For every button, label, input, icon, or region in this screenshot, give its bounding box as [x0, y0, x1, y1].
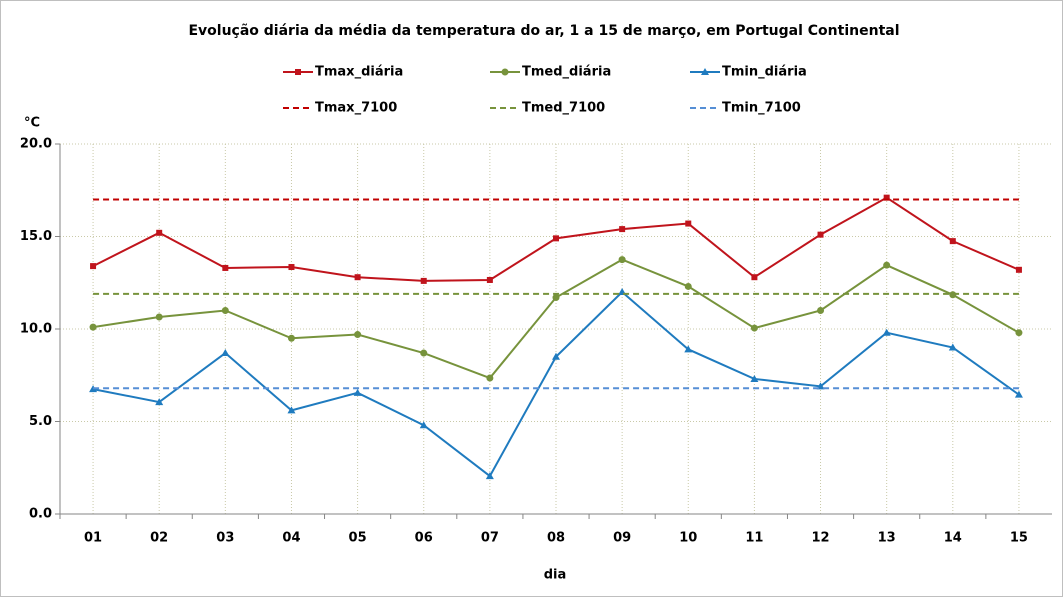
marker — [685, 220, 692, 227]
y-tick-label: 10.0 — [20, 322, 52, 337]
legend-label: Tmax_7100 — [315, 101, 397, 116]
marker — [684, 282, 692, 290]
x-tick-label: 06 — [415, 531, 433, 546]
marker — [155, 398, 164, 406]
x-tick-label: 08 — [547, 531, 565, 546]
marker — [221, 307, 229, 314]
marker — [419, 421, 428, 429]
marker — [221, 349, 230, 357]
marker — [222, 264, 229, 271]
marker — [288, 264, 295, 271]
x-tick-label: 11 — [745, 531, 763, 546]
y-tick-label: 15.0 — [20, 229, 52, 244]
marker — [883, 194, 890, 201]
marker — [155, 313, 163, 321]
marker — [1015, 329, 1023, 337]
y-tick-label: 20.0 — [20, 137, 52, 152]
marker — [817, 307, 825, 314]
legend-label: Tmed_7100 — [522, 101, 605, 116]
marker — [750, 324, 758, 332]
marker — [552, 352, 560, 360]
x-tick-label: 07 — [481, 531, 499, 546]
x-tick-label: 10 — [679, 531, 697, 546]
marker — [552, 294, 560, 302]
x-axis-label: dia — [544, 568, 567, 583]
marker — [1015, 266, 1022, 273]
marker — [486, 276, 493, 283]
legend-label: Tmed_diária — [522, 65, 611, 80]
marker — [882, 328, 891, 336]
x-tick-label: 03 — [216, 531, 234, 546]
x-tick-label: 09 — [613, 531, 631, 546]
marker — [684, 345, 693, 353]
x-tick-label: 13 — [878, 531, 896, 546]
x-tick-label: 15 — [1010, 531, 1028, 546]
marker — [701, 68, 709, 75]
chart-title: Evolução diária da média da temperatura … — [188, 23, 899, 39]
x-tick-label: 01 — [84, 531, 102, 546]
marker — [619, 226, 626, 233]
legend-label: Tmin_7100 — [722, 101, 801, 116]
x-tick-label: 05 — [349, 531, 367, 546]
legend-label: Tmax_diária — [315, 65, 403, 80]
x-tick-label: 04 — [282, 531, 300, 546]
marker — [948, 343, 957, 351]
marker — [485, 472, 494, 480]
x-tick-label: 12 — [811, 531, 829, 546]
legend-label: Tmin_diária — [722, 65, 807, 80]
marker — [354, 274, 361, 281]
marker — [420, 277, 427, 284]
marker — [89, 323, 97, 331]
marker — [354, 331, 362, 339]
marker — [553, 235, 559, 242]
y-tick-label: 0.0 — [29, 507, 52, 522]
marker — [751, 274, 758, 281]
marker — [883, 261, 891, 269]
x-tick-label: 14 — [944, 531, 962, 546]
marker — [90, 263, 97, 270]
marker — [420, 349, 428, 357]
y-axis-label: °C — [24, 116, 40, 131]
marker — [295, 69, 301, 75]
x-tick-label: 02 — [150, 531, 168, 546]
marker — [287, 334, 295, 342]
marker — [156, 229, 163, 236]
marker — [501, 68, 509, 76]
marker — [353, 388, 362, 396]
y-tick-label: 5.0 — [29, 414, 52, 429]
marker — [817, 231, 824, 238]
marker — [1014, 390, 1023, 398]
marker — [618, 256, 626, 264]
marker — [949, 238, 956, 245]
marker — [750, 374, 759, 382]
marker — [486, 374, 494, 382]
marker — [287, 406, 296, 414]
